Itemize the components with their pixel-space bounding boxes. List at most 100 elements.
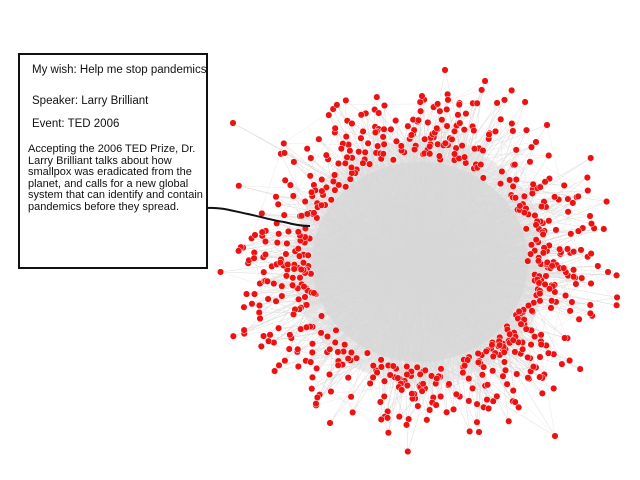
network-node (544, 349, 553, 357)
network-node (407, 131, 416, 139)
network-edge (544, 275, 569, 375)
network-node (433, 374, 441, 383)
network-node (586, 309, 594, 317)
network-node (424, 118, 432, 126)
dense-core-inner (312, 162, 528, 362)
network-node (448, 135, 456, 143)
network-node (271, 367, 279, 375)
network-node (497, 115, 505, 123)
network-node (256, 314, 264, 322)
network-node (548, 297, 556, 305)
network-node (313, 364, 321, 372)
network-node (538, 389, 546, 397)
network-node (537, 331, 545, 339)
network-node (551, 193, 559, 201)
network-node (333, 101, 341, 109)
callout-line (205, 206, 311, 227)
network-node (441, 139, 449, 147)
network-node (417, 107, 425, 115)
network-node (312, 400, 320, 408)
network-node (515, 403, 523, 411)
network-node (386, 371, 394, 379)
network-node (482, 347, 490, 355)
network-node (600, 225, 608, 233)
network-node (348, 119, 356, 128)
network-node (526, 158, 534, 166)
network-node (547, 304, 555, 312)
network-node (286, 331, 294, 339)
network-node (398, 386, 406, 394)
network-node (496, 180, 505, 188)
network-node (604, 268, 612, 276)
network-node (308, 348, 316, 356)
network-node (421, 366, 429, 374)
network-node (561, 334, 569, 342)
network-node (473, 418, 481, 426)
network-edge (292, 285, 296, 310)
network-node (374, 142, 382, 150)
network-node (373, 93, 381, 101)
network-node (307, 358, 315, 366)
network-edge (263, 195, 294, 258)
network-node (295, 252, 304, 260)
network-node (255, 301, 264, 310)
network-node (355, 148, 363, 156)
network-node (281, 357, 289, 365)
network-node (560, 181, 568, 189)
network-node (402, 421, 411, 429)
network-node (556, 245, 564, 253)
network-node (294, 362, 302, 371)
network-node (564, 195, 572, 203)
network-node (395, 413, 403, 421)
network-node (500, 348, 508, 356)
network-node (552, 226, 560, 234)
network-node (578, 274, 586, 282)
network-node (317, 201, 325, 209)
network-node (389, 362, 397, 370)
network-node (380, 140, 388, 148)
network-node (334, 361, 342, 369)
network-node (493, 99, 501, 107)
network-node (509, 336, 517, 344)
network-node (513, 370, 521, 378)
network-node (437, 392, 445, 401)
network-node (281, 176, 289, 184)
network-node (325, 111, 333, 119)
network-node (539, 249, 547, 257)
network-node (537, 202, 546, 211)
network-node (263, 277, 271, 285)
network-node (560, 264, 568, 272)
network-node (334, 348, 342, 356)
network-node (357, 134, 365, 142)
network-node (437, 365, 445, 373)
network-node (379, 150, 387, 158)
network-node (480, 363, 488, 371)
network-node (444, 96, 452, 104)
network-node (455, 101, 463, 109)
network-node (524, 302, 533, 310)
network-node (260, 268, 268, 276)
network-node (535, 279, 543, 287)
network-node (419, 380, 427, 388)
network-node (347, 348, 355, 357)
network-node (403, 363, 411, 371)
network-node (586, 301, 594, 309)
network-node (498, 167, 506, 176)
network-node (392, 117, 400, 125)
network-node (587, 220, 596, 228)
network-node (511, 161, 519, 169)
network-node (258, 228, 266, 236)
network-node (341, 341, 349, 349)
network-node (357, 111, 365, 119)
network-node (344, 374, 352, 382)
network-node (317, 329, 325, 337)
network-node (337, 145, 345, 153)
network-node (302, 323, 310, 331)
network-node (491, 127, 500, 135)
network-node (384, 429, 392, 437)
network-node (478, 86, 486, 94)
network-edge (495, 131, 617, 306)
network-node (335, 181, 343, 189)
network-node (443, 122, 451, 130)
network-node (587, 154, 595, 162)
